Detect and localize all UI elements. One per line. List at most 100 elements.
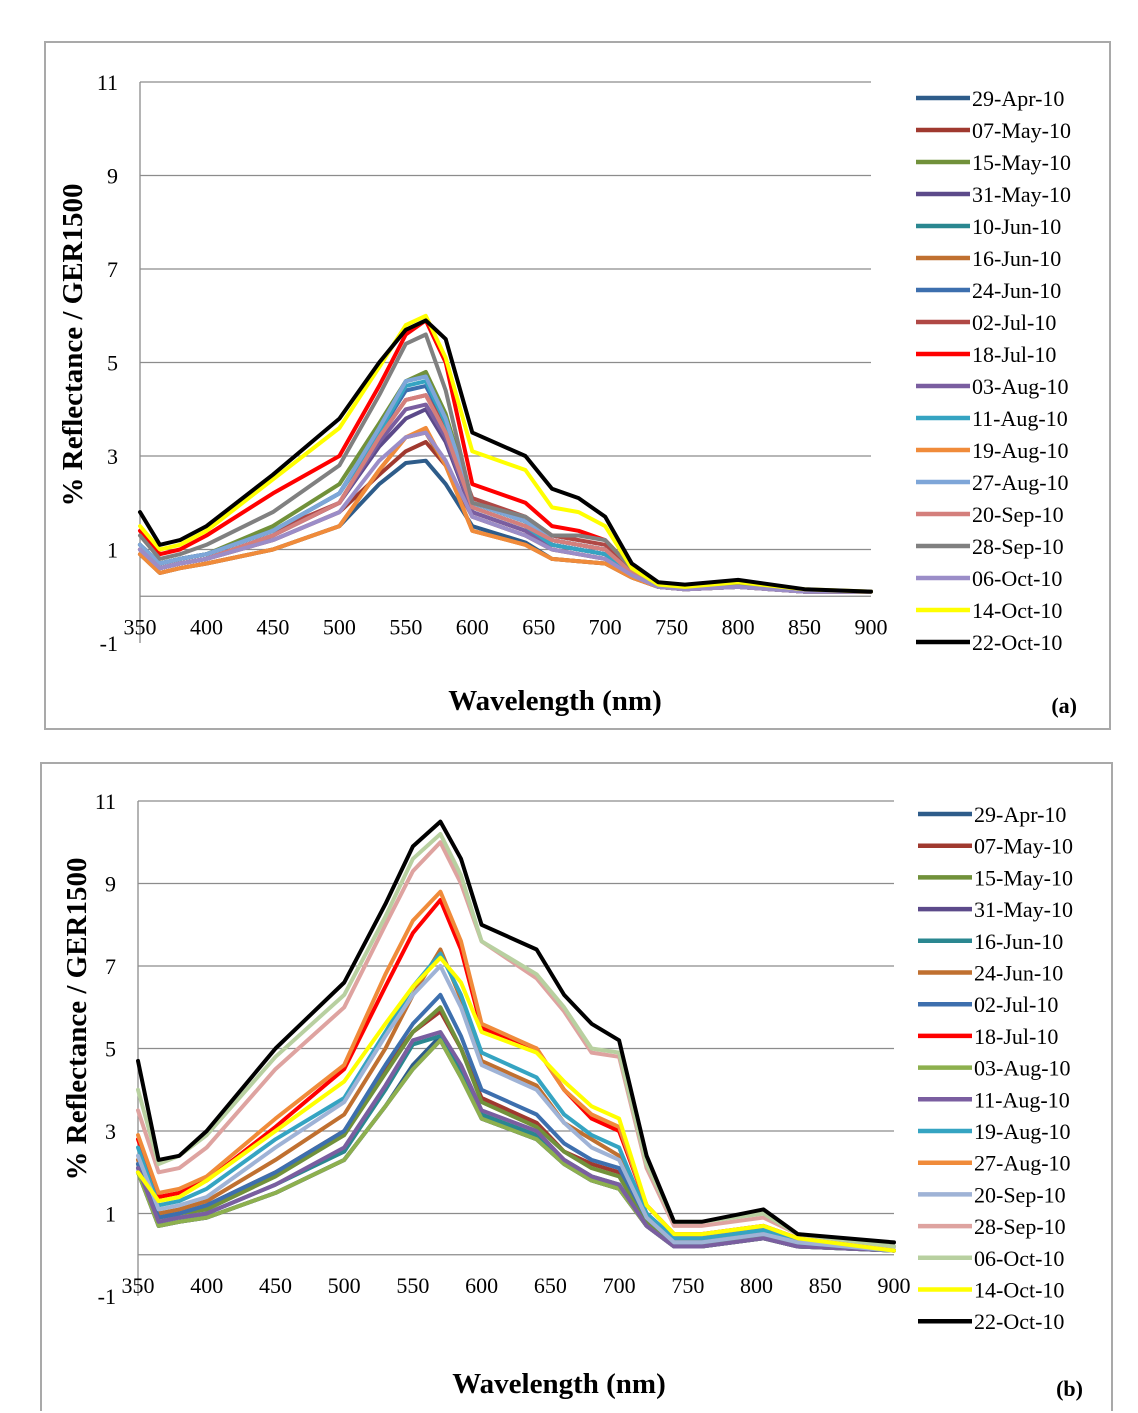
chart-b-series-line	[136, 955, 896, 1253]
chart-a-series-line	[138, 430, 873, 594]
chart-a-x-tick-label: 450	[256, 614, 289, 639]
chart-a-legend-label: 06-Oct-10	[972, 566, 1062, 591]
chart-b-ticks: -1 1 3 5 7 9 11 350 400 450 500 550 600 650 700 750 800 8…	[95, 789, 911, 1309]
chart-b-y-tick-label: 3	[105, 1119, 116, 1144]
chart-b-x-tick-label: 350	[122, 1273, 155, 1298]
chart-b-legend-label: 02-Jul-10	[974, 992, 1058, 1017]
chart-b-y-tick-label: 9	[105, 872, 116, 897]
chart-b-legend-label: 18-Jul-10	[974, 1024, 1058, 1049]
chart-b-y-tick-label: 11	[95, 789, 116, 814]
chart-a-legend-label: 22-Oct-10	[972, 630, 1062, 655]
chart-b-legend-label: 22-Oct-10	[974, 1309, 1064, 1334]
chart-b-legend-label: 16-Jun-10	[974, 929, 1063, 954]
chart-b-legend-label: 29-Apr-10	[974, 802, 1066, 827]
chart-b-legend-label: 27-Aug-10	[974, 1151, 1071, 1176]
chart-b-series-line	[136, 819, 896, 1245]
chart-a-series-line	[138, 407, 873, 594]
chart-a-y-tick-label: 7	[107, 257, 118, 282]
chart-panel-a: -1 1 3 5 7 9 11 350 400 450 500 550 600 650 700 750 800 8…	[44, 41, 1111, 730]
chart-a-grid	[139, 81, 871, 643]
chart-b-series-line	[136, 947, 896, 1253]
chart-b-y-tick-label: 1	[105, 1202, 116, 1227]
chart-b-legend-label: 28-Sep-10	[974, 1214, 1066, 1239]
chart-a-x-tick-label: 600	[456, 614, 489, 639]
chart-a-legend-label: 10-Jun-10	[972, 214, 1061, 239]
chart-b-y-tick-label: 7	[105, 954, 116, 979]
chart-a-legend-label: 14-Oct-10	[972, 598, 1062, 623]
chart-b-y-axis-label: % Reflectance / GER1500	[61, 858, 93, 1181]
chart-a-legend: 29-Apr-10 07-May-10 15-May-10 31-May-10 10-J…	[916, 86, 1071, 655]
chart-a-series-line	[138, 318, 873, 594]
chart-a-legend-label: 16-Jun-10	[972, 246, 1061, 271]
chart-b-x-tick-label: 850	[809, 1273, 842, 1298]
chart-b-series-line	[136, 951, 896, 1253]
chart-b-legend-label: 19-Aug-10	[974, 1119, 1071, 1144]
chart-a-legend-label: 15-May-10	[972, 150, 1071, 175]
chart-b-legend: 29-Apr-10 07-May-10 15-May-10 31-May-10 16-J…	[918, 802, 1073, 1334]
chart-b-x-tick-label: 700	[603, 1273, 636, 1298]
chart-a-legend-label: 28-Sep-10	[972, 534, 1064, 559]
chart-a-x-tick-label: 800	[722, 614, 755, 639]
chart-b-x-tick-label: 650	[534, 1273, 567, 1298]
chart-a-series-line	[138, 369, 873, 594]
chart-b-x-tick-label: 450	[259, 1273, 292, 1298]
chart-b-legend-label: 14-Oct-10	[974, 1278, 1064, 1303]
chart-a-legend-label: 20-Sep-10	[972, 502, 1064, 527]
chart-a-x-tick-label: 500	[323, 614, 356, 639]
chart-a-legend-label: 27-Aug-10	[972, 470, 1069, 495]
chart-a-series-line	[138, 374, 873, 594]
chart-a-legend-label: 18-Jul-10	[972, 342, 1056, 367]
chart-a-x-tick-label: 850	[788, 614, 821, 639]
chart-b-x-tick-label: 600	[465, 1273, 498, 1298]
chart-a-y-tick-label: 1	[107, 538, 118, 563]
chart-a-legend-label: 31-May-10	[972, 182, 1071, 207]
chart-a-y-tick-label: 9	[107, 164, 118, 189]
chart-b-x-tick-label: 400	[190, 1273, 223, 1298]
chart-a-panel-label: (a)	[1051, 693, 1077, 718]
chart-b-x-tick-label: 800	[740, 1273, 773, 1298]
chart-a-series	[138, 313, 873, 594]
chart-a-x-axis-label: Wavelength (nm)	[448, 685, 661, 717]
chart-a-x-tick-label: 750	[655, 614, 688, 639]
chart-a-series-line	[138, 383, 873, 594]
chart-a-legend-label: 07-May-10	[972, 118, 1071, 143]
chart-a-x-tick-label: 550	[389, 614, 422, 639]
chart-b-x-tick-label: 550	[396, 1273, 429, 1298]
chart-a-legend-label: 02-Jul-10	[972, 310, 1056, 335]
chart-a-y-tick-label: 5	[107, 351, 118, 376]
chart-a-legend-label: 11-Aug-10	[972, 406, 1068, 431]
chart-b-x-axis-label: Wavelength (nm)	[452, 1368, 665, 1400]
chart-a-y-tick-label: 3	[107, 444, 118, 469]
chart-b-x-tick-label: 750	[671, 1273, 704, 1298]
chart-b-x-tick-label: 900	[878, 1273, 911, 1298]
chart-a-series-line	[138, 379, 873, 594]
chart-b-series-line	[136, 964, 896, 1253]
chart-a-y-tick-label: -1	[100, 631, 118, 656]
chart-panel-b: -1 1 3 5 7 9 11 350 400 450 500 550 600 650 700 750 800 8…	[40, 762, 1113, 1411]
chart-b-y-tick-label: 5	[105, 1037, 116, 1062]
chart-b-legend-label: 31-May-10	[974, 897, 1073, 922]
chart-a-x-tick-label: 350	[124, 614, 157, 639]
chart-b-legend-label: 03-Aug-10	[974, 1056, 1071, 1081]
chart-b-legend-label: 11-Aug-10	[974, 1087, 1070, 1112]
chart-b-svg: -1 1 3 5 7 9 11 350 400 450 500 550 600 650 700 750 800 8…	[61, 789, 1083, 1401]
chart-a-legend-label: 03-Aug-10	[972, 374, 1069, 399]
chart-b-legend-label: 24-Jun-10	[974, 961, 1063, 986]
chart-b-panel-label: (b)	[1056, 1376, 1083, 1401]
chart-a-x-tick-label: 900	[855, 614, 888, 639]
chart-a-legend-label: 19-Aug-10	[972, 438, 1069, 463]
chart-b-legend-label: 07-May-10	[974, 834, 1073, 859]
chart-b-y-tick-label: -1	[98, 1284, 116, 1309]
chart-a-y-axis-label: % Reflectance / GER1500	[57, 184, 89, 507]
chart-b-series-line	[136, 1030, 896, 1253]
chart-a-ticks: -1 1 3 5 7 9 11 350 400 450 500 550 600 650 700 750 800 8…	[97, 70, 888, 656]
chart-a-svg: -1 1 3 5 7 9 11 350 400 450 500 550 600 650 700 750 800 8…	[57, 70, 1077, 718]
chart-b-legend-label: 15-May-10	[974, 865, 1073, 890]
chart-a-x-tick-label: 700	[589, 614, 622, 639]
chart-b-x-tick-label: 500	[328, 1273, 361, 1298]
chart-a-legend-label: 29-Apr-10	[972, 86, 1064, 111]
chart-a-y-tick-label: 11	[97, 70, 118, 95]
chart-a-x-tick-label: 650	[522, 614, 555, 639]
chart-b-series	[136, 819, 896, 1253]
chart-b-legend-label: 20-Sep-10	[974, 1182, 1066, 1207]
